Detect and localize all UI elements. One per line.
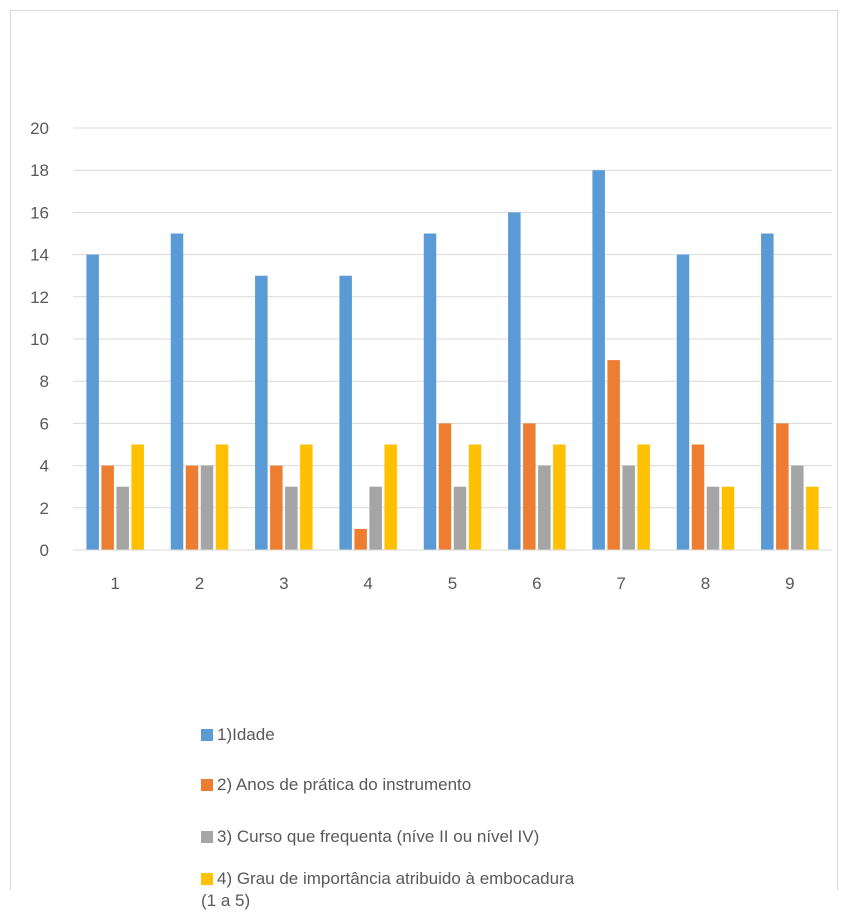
legend-item-2: 2) Anos de prática do instrumento	[201, 774, 601, 796]
bar-series3-cat8	[706, 486, 720, 550]
bar-series1-cat4	[339, 275, 352, 550]
bar-series1-cat9	[761, 233, 774, 550]
legend-swatch-1	[201, 729, 213, 741]
bar-series1-cat6	[508, 212, 521, 550]
bar-series2-cat5	[438, 423, 452, 550]
bar-series3-cat3	[285, 486, 298, 550]
x-tick-label-3: 3	[279, 574, 288, 593]
bar-series4-cat1	[131, 444, 144, 550]
y-tick-label-10: 10	[30, 330, 49, 349]
bar-series1-cat1	[86, 254, 99, 550]
legend-item-4: 4) Grau de importância atribuido à emboc…	[201, 868, 581, 912]
y-tick-label-20: 20	[30, 119, 49, 138]
x-tick-label-5: 5	[448, 574, 457, 593]
y-tick-label-0: 0	[40, 541, 49, 560]
y-tick-label-6: 6	[40, 414, 49, 433]
bar-series4-cat5	[468, 444, 482, 550]
bar-series3-cat7	[622, 465, 635, 550]
y-tick-label-4: 4	[40, 457, 49, 476]
x-tick-label-7: 7	[616, 574, 625, 593]
x-tick-label-6: 6	[532, 574, 541, 593]
bar-series4-cat2	[215, 444, 229, 550]
legend-label-2: 2) Anos de prática do instrumento	[217, 775, 472, 794]
chart-frame	[10, 10, 838, 890]
legend-label-4: 4) Grau de importância atribuido à emboc…	[201, 869, 575, 910]
bar-series3-cat4	[369, 486, 382, 550]
bar-series3-cat9	[791, 465, 804, 550]
y-tick-label-12: 12	[30, 288, 49, 307]
gridlines	[73, 127, 832, 509]
bar-series2-cat4	[354, 528, 367, 550]
legend-label-1: 1)Idade	[217, 725, 275, 744]
y-axis-tick-labels: 0 2 4 6 8 10 12 14 16 18 20	[30, 119, 49, 560]
bar-series4-cat4	[384, 444, 397, 550]
bar-series4-cat9	[806, 486, 819, 550]
legend-item-1: 1)Idade	[201, 724, 601, 746]
bar-series3-cat5	[453, 486, 467, 550]
bar-series1-cat8	[676, 254, 690, 550]
x-tick-label-8: 8	[701, 574, 710, 593]
bar-series2-cat3	[270, 465, 283, 550]
bar-series1-cat2	[170, 233, 184, 550]
bar-series2-cat2	[185, 465, 199, 550]
y-tick-label-16: 16	[30, 203, 49, 222]
bar-series2-cat9	[776, 423, 789, 550]
legend-swatch-4	[201, 873, 213, 885]
bar-series1-cat7	[592, 170, 605, 550]
legend-swatch-2	[201, 779, 213, 791]
bar-series4-cat3	[300, 444, 313, 550]
legend-item-3: 3) Curso que frequenta (níve II ou nível…	[201, 826, 581, 848]
bar-series1-cat3	[255, 275, 268, 550]
x-axis-tick-labels: 1 2 3 4 5 6 7 8 9	[110, 574, 794, 593]
bar-series4-cat6	[553, 444, 566, 550]
x-tick-label-9: 9	[785, 574, 794, 593]
bar-series2-cat8	[691, 444, 705, 550]
bar-series1-cat5	[423, 233, 437, 550]
x-tick-label-1: 1	[110, 574, 119, 593]
bar-series3-cat2	[200, 465, 214, 550]
bar-series2-cat7	[607, 360, 620, 550]
x-tick-label-2: 2	[195, 574, 204, 593]
bar-series2-cat1	[101, 465, 114, 550]
bar-series4-cat7	[637, 444, 650, 550]
y-tick-label-14: 14	[30, 246, 49, 265]
y-tick-label-18: 18	[30, 161, 49, 180]
y-tick-label-8: 8	[40, 372, 49, 391]
bar-series3-cat6	[538, 465, 551, 550]
x-tick-label-4: 4	[363, 574, 372, 593]
bar-series2-cat6	[523, 423, 536, 550]
legend-swatch-3	[201, 831, 213, 843]
bars	[86, 170, 819, 550]
y-tick-label-2: 2	[40, 499, 49, 518]
bar-series3-cat1	[116, 486, 129, 550]
legend-label-3: 3) Curso que frequenta (níve II ou nível…	[217, 827, 540, 846]
bar-series4-cat8	[721, 486, 735, 550]
